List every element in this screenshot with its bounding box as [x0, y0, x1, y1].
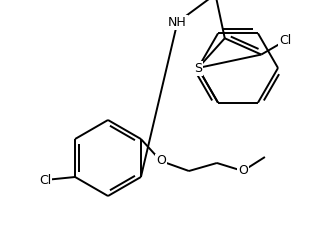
Text: NH: NH [168, 16, 187, 29]
Text: O: O [156, 154, 166, 168]
Text: S: S [194, 62, 202, 74]
Text: Cl: Cl [280, 34, 292, 47]
Text: Cl: Cl [39, 173, 51, 186]
Text: O: O [238, 165, 248, 178]
